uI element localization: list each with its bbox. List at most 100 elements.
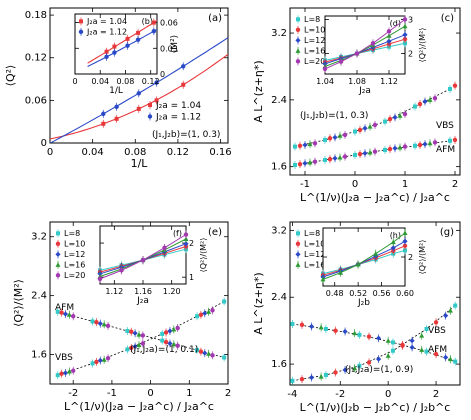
plot-frame bbox=[74, 13, 158, 75]
series-line bbox=[324, 19, 406, 70]
plot-frame bbox=[99, 225, 187, 285]
series-line bbox=[324, 38, 406, 63]
y-tick-label: 3.2 bbox=[271, 28, 287, 39]
y-tick-label: 0.06 bbox=[160, 19, 178, 28]
y-tick-label: 2.4 bbox=[271, 292, 287, 303]
x-tick-label: 0 bbox=[385, 389, 391, 400]
series-line bbox=[322, 240, 406, 278]
annotation: (J₁,J₂a)=(1, 0.1) bbox=[130, 345, 198, 355]
x-tick-label: -2 bbox=[68, 388, 78, 399]
legend-entry: L=10 bbox=[304, 240, 325, 249]
fit-curve bbox=[87, 20, 158, 64]
annotation: (J₁,J₂b)=(1, 0.3) bbox=[152, 130, 220, 140]
x-tick-label: 1 bbox=[186, 388, 192, 399]
x-tick-label: 0.48 bbox=[326, 289, 344, 298]
panel-label: (c) bbox=[441, 13, 454, 24]
x-tick-label: 1.12 bbox=[105, 287, 123, 296]
y-tick-label: 0.03 bbox=[160, 44, 178, 53]
x-tick-label: 0.04 bbox=[82, 147, 104, 158]
series-line bbox=[322, 232, 406, 280]
legend-entry: J₂a = 1.12 bbox=[86, 28, 127, 37]
x-axis-label: L^(1/ν)(J₂a − J₂a^c) / J₂a^c bbox=[300, 191, 450, 204]
x-tick-label: 1 bbox=[402, 179, 408, 190]
annotation: (J₁,J₂b)=(1, 0.3) bbox=[300, 111, 368, 121]
series-group bbox=[293, 81, 458, 169]
x-tick-label: 0.56 bbox=[373, 289, 391, 298]
x-tick-label: 2 bbox=[225, 388, 231, 399]
x-tick-label: 0.08 bbox=[124, 147, 146, 158]
legend-entry: L=16 bbox=[304, 261, 325, 270]
series-group bbox=[290, 301, 458, 385]
legend-entry: L=8 bbox=[304, 15, 320, 24]
panel-h: 0.48 0.52 0.56 0.60 2 (h) J₂b ⟨Q²⟩/⟨M²⟩ bbox=[320, 227, 427, 308]
y-tick-label: 3 bbox=[408, 15, 413, 24]
x-tick-label: 0 bbox=[47, 147, 53, 158]
legend-entry: L=16 bbox=[64, 261, 85, 270]
x-axis-label: 1/L bbox=[131, 157, 149, 170]
series-line bbox=[324, 42, 406, 61]
x-tick-label: 1.16 bbox=[134, 287, 152, 296]
panel-label: (e) bbox=[208, 227, 222, 238]
legend-entry: L=10 bbox=[64, 240, 85, 249]
x-tick-label: -4 bbox=[287, 389, 297, 400]
y-axis-label: A L^(z+η*) bbox=[252, 60, 265, 122]
panel-d: 1.04 1.08 1.12 2 3 (d) J₂a ⟨Q²⟩/⟨M²⟩ bbox=[316, 15, 427, 96]
x-tick-label: 2 bbox=[433, 389, 439, 400]
x-tick-label: 2 bbox=[452, 179, 458, 190]
x-tick-label: 0 bbox=[72, 77, 77, 86]
annotation: VBS bbox=[55, 353, 73, 363]
y-axis-label: A L^(z+η*) bbox=[252, 272, 265, 334]
x-tick-label: 0.60 bbox=[396, 289, 414, 298]
y-axis-label: ⟨Q²⟩/⟨M²⟩ bbox=[418, 28, 427, 63]
legend-entry: L=16 bbox=[304, 47, 325, 56]
panel-c: -1 0 1 2 1.6 2.4 3.2 (c) L=8 L=10L=12 L=16L=20 (J₁,… bbox=[252, 7, 461, 204]
panel-label: (d) bbox=[390, 19, 401, 28]
annotation: AFM bbox=[436, 145, 455, 155]
y-tick-label: 2 bbox=[408, 50, 413, 59]
x-axis-label: J₂a bbox=[136, 296, 149, 306]
panel-label: (g) bbox=[440, 227, 454, 238]
y-tick-label: 2 bbox=[408, 253, 413, 262]
panel-label: (a) bbox=[208, 13, 222, 24]
legend-entry: L=20 bbox=[304, 57, 325, 66]
x-tick-label: 1.12 bbox=[380, 77, 398, 86]
x-tick-label: -1 bbox=[300, 179, 310, 190]
legend-entry: L=20 bbox=[64, 271, 85, 280]
legend-entry: L=12 bbox=[304, 36, 325, 45]
y-tick-label: 3.2 bbox=[31, 232, 47, 243]
y-tick-label: 1.6 bbox=[271, 359, 287, 370]
x-axis-label: L^(1/ν)(J₂a − J₂a^c) / J₂a^c bbox=[64, 400, 214, 413]
legend-entry: J₂a = 1.04 bbox=[155, 101, 201, 111]
y-tick-label: 0.18 bbox=[25, 10, 47, 21]
y-tick-label: 0.12 bbox=[25, 53, 47, 64]
x-tick-label: 0.12 bbox=[142, 77, 160, 86]
y-axis-label: ⟨M²⟩ bbox=[170, 35, 180, 53]
x-tick-label: 0.04 bbox=[91, 77, 109, 86]
y-tick-label: 0 bbox=[160, 70, 165, 79]
x-tick-label: 0.52 bbox=[349, 289, 367, 298]
y-tick-label: 1.6 bbox=[271, 162, 287, 173]
plot-frame bbox=[324, 15, 406, 75]
legend-entry: L=12 bbox=[304, 250, 325, 259]
y-tick-label: 2 bbox=[189, 239, 194, 248]
y-axis-label: ⟨Q²⟩/⟨M²⟩ bbox=[199, 238, 208, 273]
x-tick-label: 0.16 bbox=[209, 147, 231, 158]
x-tick-label: 0.12 bbox=[167, 147, 189, 158]
panel-label: (h) bbox=[390, 231, 401, 240]
annotation: AFM bbox=[55, 303, 74, 313]
legend-entry: L=10 bbox=[304, 26, 325, 35]
panel-label: (f) bbox=[173, 229, 182, 238]
x-axis-label: J₂a bbox=[358, 86, 371, 96]
annotation: AFM bbox=[428, 345, 447, 355]
y-tick-label: 0.06 bbox=[25, 95, 47, 106]
panel-f: 1.12 1.16 1.20 1 2 (f) J₂a ⟨Q²⟩/⟨M²⟩ bbox=[97, 225, 208, 306]
x-tick-label: 1.20 bbox=[163, 287, 181, 296]
annotation: VBS bbox=[428, 326, 446, 336]
y-tick-label: 2.4 bbox=[31, 291, 47, 302]
x-axis-label: J₂b bbox=[357, 298, 370, 308]
x-tick-label: 1.08 bbox=[348, 77, 366, 86]
y-tick-label: 1 bbox=[189, 273, 194, 282]
x-tick-label: -1 bbox=[107, 388, 117, 399]
